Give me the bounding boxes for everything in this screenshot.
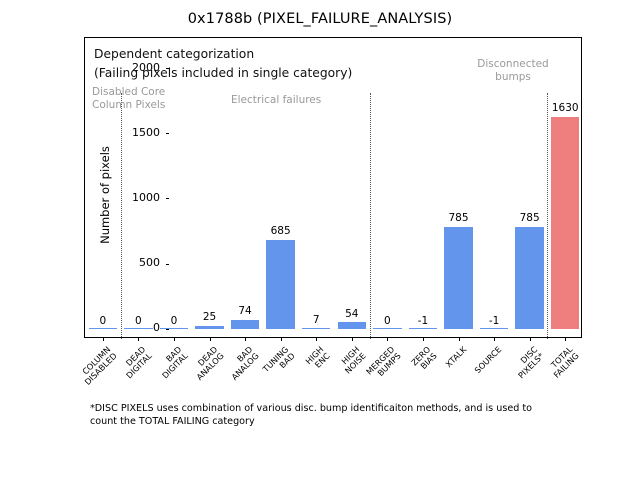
x-tick-mark xyxy=(351,337,353,341)
bar[interactable] xyxy=(550,116,580,330)
x-tick-mark xyxy=(387,337,389,341)
bar-value-label: 785 xyxy=(519,212,540,225)
page-title: 0x1788b (PIXEL_FAILURE_ANALYSIS) xyxy=(187,11,453,27)
bar-value-label: 0 xyxy=(135,314,142,327)
y-tick-mark xyxy=(165,198,169,200)
bar-value-label: 0 xyxy=(99,314,107,327)
x-tick-mark xyxy=(529,337,531,341)
x-tick-mark xyxy=(422,337,424,341)
annotation-electrical-failures: Electrical failures xyxy=(231,94,322,106)
bar-value-label: 1630 xyxy=(551,102,579,115)
x-tick-mark xyxy=(245,337,247,341)
annotation-disabled-core-column: Disabled Core Column Pixels xyxy=(92,86,166,111)
x-tick-mark xyxy=(209,337,211,341)
bar[interactable] xyxy=(444,226,473,330)
y-tick-mark xyxy=(165,328,169,330)
x-tick-mark xyxy=(458,337,460,341)
x-tick-mark xyxy=(138,337,140,341)
x-tick-mark xyxy=(494,337,496,341)
bar[interactable] xyxy=(159,328,189,330)
bar-value-label: -1 xyxy=(488,314,500,327)
y-tick-label: 1500 xyxy=(132,125,160,139)
bar-value-label: 785 xyxy=(448,212,469,225)
bar[interactable] xyxy=(515,226,544,330)
bar[interactable] xyxy=(408,328,438,330)
bar-value-label: 25 xyxy=(202,311,217,324)
bar[interactable] xyxy=(124,328,153,330)
y-tick-label: 1000 xyxy=(132,190,160,204)
bar[interactable] xyxy=(301,328,331,330)
x-tick-mark xyxy=(565,337,567,341)
y-tick-mark xyxy=(165,263,169,265)
bar-value-label: 685 xyxy=(270,225,291,238)
bar-value-label: 74 xyxy=(238,305,252,318)
plot-area: Number of pixels 0 500 1000 1500 2000 COLUMN… xyxy=(80,37,582,387)
x-tick-mark xyxy=(173,337,175,341)
separator-after-high-noise xyxy=(369,93,371,339)
bar-value-label: -1 xyxy=(417,314,429,327)
bar-value-label: 0 xyxy=(384,314,391,327)
annotation-disconnected-bumps: Disconnected bumps xyxy=(477,58,549,83)
bar[interactable] xyxy=(337,322,366,330)
bar[interactable] xyxy=(266,239,295,330)
bar-value-label: 7 xyxy=(312,313,320,326)
y-tick-mark xyxy=(165,133,169,135)
x-tick-mark xyxy=(280,337,282,341)
bar[interactable] xyxy=(373,328,402,330)
bar-value-label: 54 xyxy=(345,307,359,320)
separator-after-disc-pixels xyxy=(547,93,549,339)
bar[interactable] xyxy=(88,328,117,330)
bar[interactable] xyxy=(195,325,224,330)
footnote: *DISC PIXELS uses combination of various… xyxy=(90,403,532,428)
y-tick-label: 500 xyxy=(139,256,160,270)
x-tick-mark xyxy=(102,337,104,341)
bar[interactable] xyxy=(479,328,509,330)
separator-after-column-disabled xyxy=(120,93,122,339)
annotation-failing-pixels-note: (Failing pixels included in single categ… xyxy=(94,66,353,80)
y-tick-label: 0 xyxy=(153,321,160,335)
y-tick-mark xyxy=(165,68,169,70)
x-tick-mark xyxy=(316,337,318,341)
y-tick-label: 2000 xyxy=(132,60,160,74)
annotation-dependent-categorization: Dependent categorization xyxy=(94,47,255,61)
bar[interactable] xyxy=(230,319,260,330)
bar-value-label: 0 xyxy=(170,314,178,327)
